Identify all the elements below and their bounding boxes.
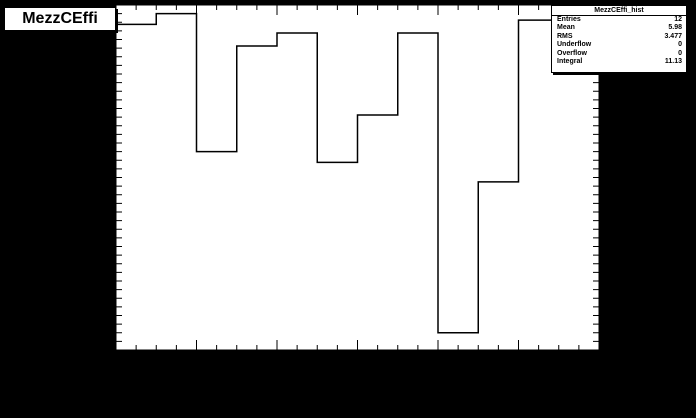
axis-ticks: [115, 4, 600, 351]
stats-row-entries: Entries 12: [552, 16, 686, 24]
stats-label: RMS: [557, 32, 573, 40]
stats-label: Mean: [557, 24, 575, 32]
histogram-bin: [277, 33, 317, 350]
x-axis-label: Mezzanine Card Number: [411, 389, 600, 408]
stats-label: Underflow: [557, 41, 592, 49]
x-tick-label: 6: [353, 355, 362, 374]
stats-value: 5.98: [668, 24, 682, 32]
stats-value: 0: [678, 41, 682, 49]
stats-box: MezzCEffi_hist Entries 12 Mean 5.98 RMS …: [551, 5, 687, 73]
stats-row-mean: Mean 5.98: [552, 24, 686, 32]
x-tick-label: 2: [192, 355, 201, 374]
y-tick-label: 0.84: [79, 276, 112, 295]
histogram-bin: [398, 33, 438, 350]
y-tick-label: 0.94: [79, 61, 112, 80]
stats-row-overflow: Overflow 0: [552, 50, 686, 58]
stats-label: Integral: [557, 57, 583, 65]
histogram-bin: [156, 14, 196, 350]
stats-value: 3.477: [664, 32, 682, 40]
x-tick-label: 12: [590, 355, 609, 374]
histogram-bin: [237, 46, 277, 350]
stats-row-underflow: Underflow 0: [552, 41, 686, 49]
stats-label: Overflow: [557, 49, 587, 57]
stats-title: MezzCEffi_hist: [552, 6, 686, 16]
histogram-title: MezzCEffi: [4, 7, 116, 31]
histogram-bin: [438, 333, 478, 350]
x-tick-label: 10: [509, 355, 528, 374]
x-tick-label: 4: [272, 355, 281, 374]
histogram-bin: [197, 152, 237, 350]
histogram-series: [116, 8, 599, 350]
y-tick-label: 0.9: [88, 147, 112, 166]
histogram-bin: [116, 24, 156, 350]
stats-row-rms: RMS 3.477: [552, 33, 686, 41]
y-tick-label: 0.82: [79, 319, 112, 338]
y-tick-label: 0.92: [79, 104, 112, 123]
histogram-bin: [358, 115, 398, 350]
x-tick-label: 8: [433, 355, 442, 374]
stats-row-integral: Integral 11.13: [552, 58, 686, 66]
stats-value: 11.13: [664, 57, 682, 65]
histogram-bin: [478, 182, 518, 350]
histogram-bin: [317, 162, 357, 350]
y-tick-label: 0.88: [79, 190, 112, 209]
x-tick-label: 0: [111, 355, 120, 374]
y-tick-label: 0.86: [79, 233, 112, 252]
stats-value: 0: [678, 49, 682, 57]
stats-value: 12: [674, 16, 682, 23]
histogram-outline: [116, 8, 599, 334]
stats-label: Entries: [557, 16, 581, 23]
